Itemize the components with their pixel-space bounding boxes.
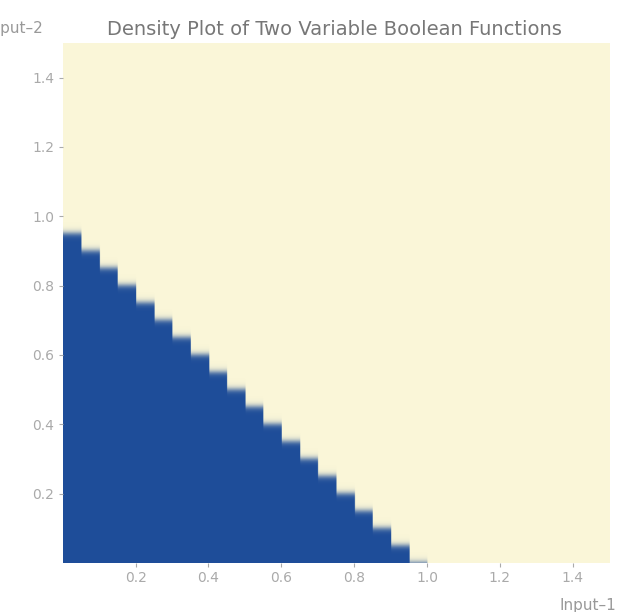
Text: Input–2: Input–2 [0,21,43,36]
Text: Input–1: Input–1 [560,598,616,612]
Text: Density Plot of Two Variable Boolean Functions: Density Plot of Two Variable Boolean Fun… [107,20,561,39]
